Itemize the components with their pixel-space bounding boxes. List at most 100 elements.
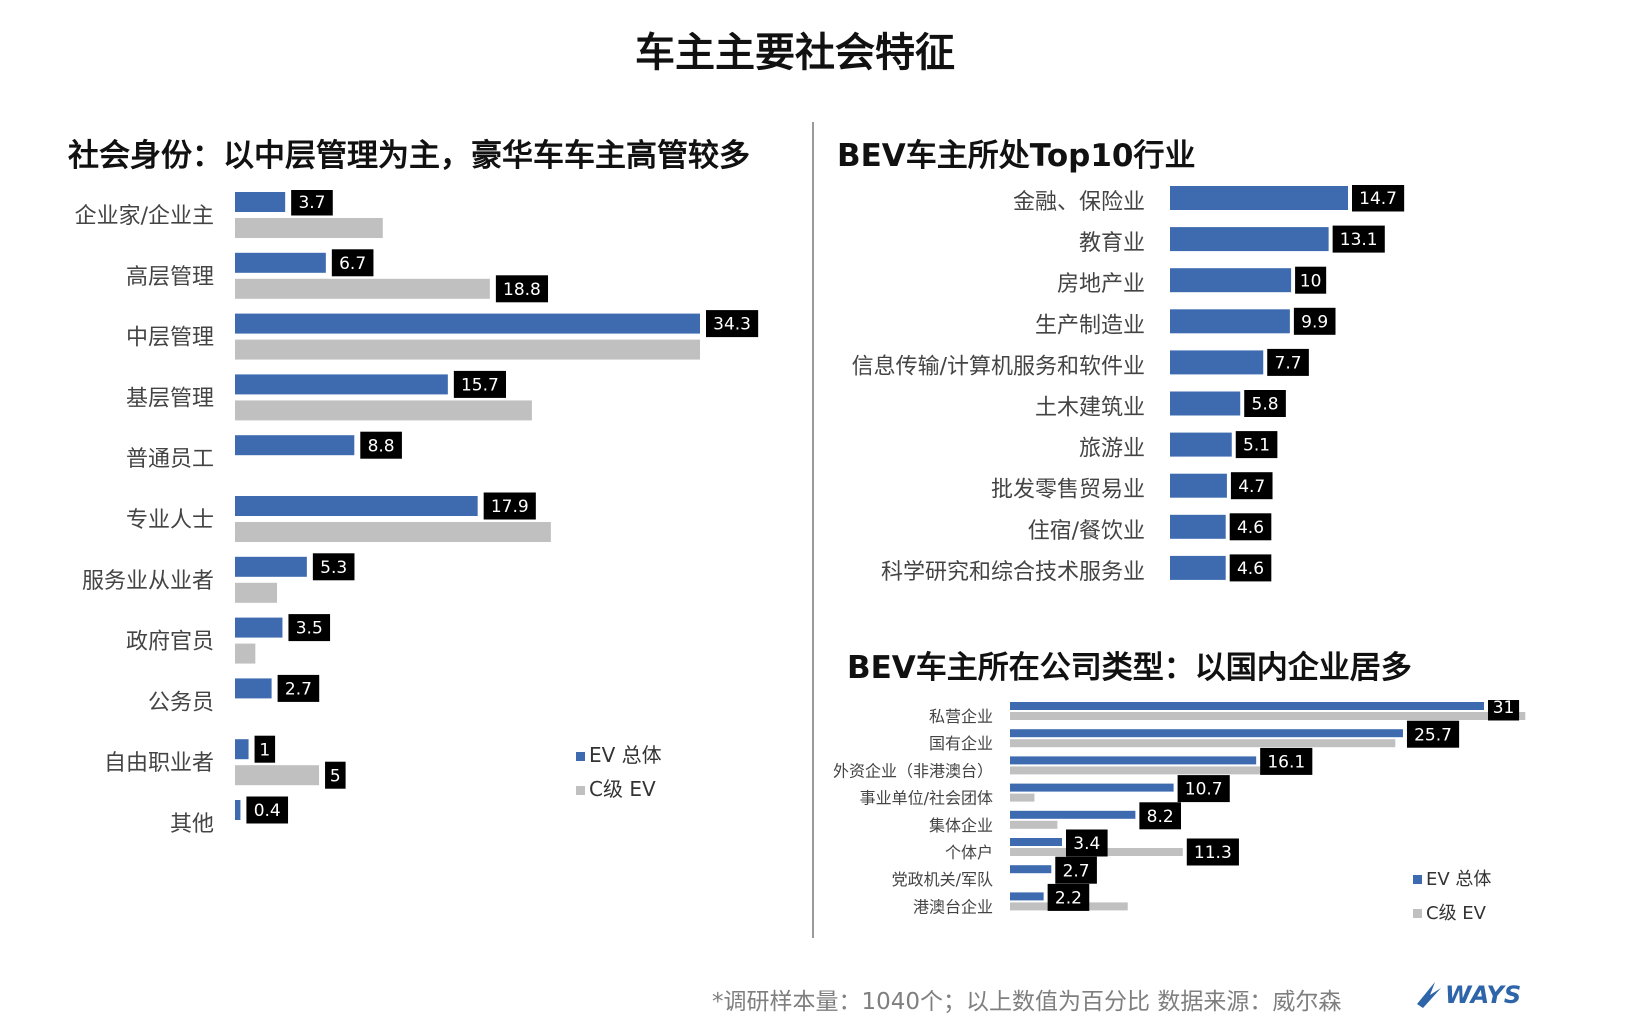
category-label: 其他 bbox=[170, 812, 214, 837]
ev-total-value-label: 3.7 bbox=[298, 193, 325, 213]
c-class-ev-bar bbox=[235, 765, 320, 786]
industry-bar bbox=[1170, 432, 1232, 457]
ev-total-value-label-bg bbox=[277, 674, 320, 702]
category-label: 房地产业 bbox=[1057, 272, 1145, 297]
category-label: 公务员 bbox=[148, 690, 214, 715]
ev-total-value-label-bg bbox=[1406, 720, 1460, 748]
ev-total-value-label-bg bbox=[706, 310, 759, 338]
ev-total-value-label-bg bbox=[360, 431, 402, 459]
legend-label-1: C级 EV bbox=[1426, 903, 1487, 924]
industry-bar bbox=[1170, 268, 1292, 293]
category-label: 国有企业 bbox=[929, 734, 993, 753]
ev-total-value-label-bg bbox=[1488, 700, 1520, 721]
ev-total-value-label: 6.7 bbox=[339, 254, 366, 274]
category-label: 中层管理 bbox=[126, 326, 214, 351]
c-class-ev-bar bbox=[1010, 739, 1396, 748]
c-class-ev-value-label-bg bbox=[495, 275, 549, 303]
industry-value-label-bg bbox=[1230, 472, 1273, 500]
industry-value-label-bg bbox=[1267, 348, 1309, 376]
industry-value-label: 7.7 bbox=[1275, 354, 1302, 374]
ev-total-value-label: 2.7 bbox=[1063, 861, 1090, 881]
company-type-chart: 私营企业 31 国有企业 25.7 外资企业（非港澳台） 16.1 事业单位/社会团体 10.… bbox=[833, 700, 1526, 924]
legend-label-0: EV 总体 bbox=[1426, 869, 1491, 890]
category-label: 旅游业 bbox=[1079, 437, 1145, 462]
industry-bar bbox=[1170, 514, 1226, 539]
legend-swatch-0 bbox=[1413, 875, 1422, 884]
industry-value-label-bg bbox=[1352, 185, 1405, 212]
legend-swatch-1 bbox=[576, 786, 585, 795]
category-label: 私营企业 bbox=[929, 707, 993, 726]
ways-logo: WAYS bbox=[1413, 978, 1523, 1016]
c-class-ev-value-label-bg bbox=[1186, 838, 1239, 866]
industry-value-label-bg bbox=[1235, 431, 1278, 459]
ev-total-value-label-bg bbox=[483, 492, 536, 520]
ev-total-value-label: 0.4 bbox=[254, 801, 281, 821]
industry-value-label: 4.6 bbox=[1237, 518, 1264, 538]
ev-total-bar bbox=[235, 556, 307, 577]
industry-bar bbox=[1170, 309, 1290, 334]
category-label: 住宿/餐饮业 bbox=[1028, 519, 1145, 544]
category-label: 企业家/企业主 bbox=[75, 204, 214, 229]
c-class-ev-bar bbox=[235, 218, 383, 238]
c-class-ev-bar bbox=[235, 522, 551, 542]
industry-bar bbox=[1170, 391, 1241, 416]
industry-value-label: 13.1 bbox=[1340, 230, 1378, 250]
ev-total-value-label-bg bbox=[312, 553, 355, 581]
svg-text:WAYS: WAYS bbox=[1445, 981, 1521, 1009]
industry-value-label: 4.6 bbox=[1237, 559, 1264, 579]
ev-total-value-label-bg bbox=[331, 249, 374, 277]
c-class-ev-bar bbox=[235, 643, 256, 664]
ev-total-value-label: 5.3 bbox=[320, 558, 347, 578]
industry-value-label-bg bbox=[1295, 266, 1327, 294]
category-label: 个体户 bbox=[945, 843, 993, 862]
ev-total-value-label: 34.3 bbox=[713, 315, 751, 335]
category-label: 教育业 bbox=[1079, 231, 1145, 256]
ev-total-value-label-bg bbox=[453, 370, 507, 398]
ev-total-value-label: 17.9 bbox=[491, 497, 529, 517]
ev-total-value-label: 25.7 bbox=[1414, 725, 1452, 745]
category-label: 土木建筑业 bbox=[1035, 396, 1145, 421]
industry-bar bbox=[1170, 555, 1226, 580]
industry-bar bbox=[1170, 186, 1348, 210]
legend-swatch-0 bbox=[576, 752, 585, 761]
industry-bar bbox=[1170, 350, 1264, 375]
ev-total-value-label-bg bbox=[291, 190, 333, 216]
chart-title-top10-industries: BEV车主所处Top10行业 bbox=[837, 138, 1196, 174]
category-label: 集体企业 bbox=[929, 816, 993, 835]
industry-value-label-bg bbox=[1229, 554, 1272, 582]
category-label: 金融、保险业 bbox=[1013, 190, 1145, 215]
ev-total-bar bbox=[235, 739, 249, 760]
c-class-ev-value-label: 18.8 bbox=[503, 280, 541, 300]
category-label: 自由职业者 bbox=[104, 751, 214, 776]
industry-value-label-bg bbox=[1229, 513, 1272, 541]
ev-total-bar bbox=[235, 800, 241, 820]
ev-total-value-label-bg bbox=[1260, 747, 1313, 775]
category-label: 生产制造业 bbox=[1035, 313, 1145, 338]
chart-title-company-type: BEV车主所在公司类型：以国内企业居多 bbox=[847, 650, 1412, 686]
c-class-ev-value-label: 11.3 bbox=[1194, 843, 1232, 863]
ev-total-bar bbox=[235, 192, 286, 212]
ev-total-value-label: 1 bbox=[259, 740, 270, 760]
legend-label-1: C级 EV bbox=[589, 777, 656, 801]
ev-total-bar bbox=[235, 435, 355, 456]
category-label: 批发零售贸易业 bbox=[991, 478, 1145, 503]
ev-total-value-label-bg bbox=[1139, 802, 1182, 830]
industry-value-label-bg bbox=[1332, 225, 1385, 253]
ev-total-value-label: 16.1 bbox=[1267, 753, 1305, 773]
page-title: 车主主要社会特征 bbox=[635, 30, 955, 76]
c-class-ev-value-label-bg bbox=[325, 761, 346, 789]
ev-total-bar bbox=[1010, 892, 1044, 901]
c-class-ev-bar bbox=[235, 339, 700, 360]
ev-total-bar bbox=[1010, 729, 1403, 738]
ev-total-bar bbox=[235, 496, 478, 516]
ev-total-value-label-bg bbox=[288, 614, 331, 642]
chart-title-social-identity: 社会身份：以中层管理为主，豪华车车主高管较多 bbox=[68, 138, 750, 174]
ev-total-value-label: 2.7 bbox=[285, 680, 312, 700]
vertical-divider bbox=[812, 122, 814, 938]
industry-value-label: 4.7 bbox=[1238, 477, 1265, 497]
legend-label-0: EV 总体 bbox=[589, 743, 662, 767]
social-identity-chart: 企业家/企业主3.7高层管理6.718.8中层管理34.3基层管理15.7普通员… bbox=[75, 190, 759, 837]
ev-total-bar bbox=[1010, 702, 1484, 710]
ev-total-value-label-bg bbox=[246, 796, 289, 824]
ev-total-bar bbox=[1010, 756, 1257, 765]
